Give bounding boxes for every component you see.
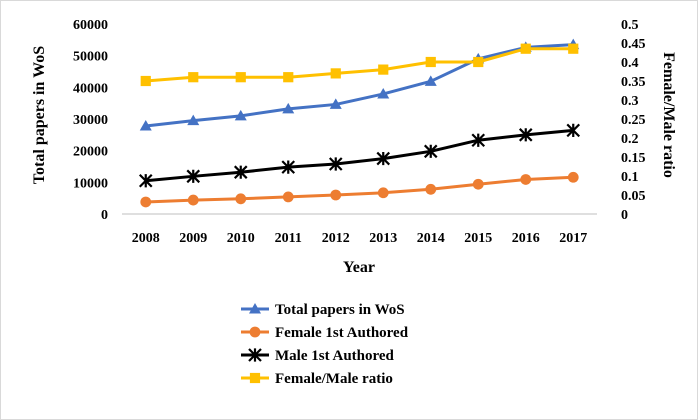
series-2 (138, 123, 581, 188)
data-point (471, 133, 486, 147)
data-point (376, 151, 391, 166)
y-right-tick-label: 0.5 (621, 18, 639, 33)
data-point (140, 196, 152, 208)
data-point (566, 123, 581, 138)
data-point (473, 56, 484, 68)
series-1 (140, 171, 579, 208)
y-right-tick-label: 0.2 (621, 132, 639, 147)
x-tick-label: 2014 (417, 231, 445, 246)
y-axis-right-title: Female/Male ratio (660, 52, 677, 178)
x-tick-label: 2010 (227, 231, 255, 246)
legend-marker (249, 303, 261, 314)
x-axis-title: Year (343, 259, 375, 276)
x-tick-label: 2009 (179, 231, 207, 246)
data-point (425, 56, 436, 68)
y-right-tick-label: 0.4 (621, 56, 639, 71)
y-right-tick-label: 0.25 (621, 113, 646, 128)
data-point (423, 144, 438, 159)
x-tick-label: 2008 (132, 231, 160, 246)
data-point (329, 98, 342, 109)
x-axis-ticks: 2008 2009 2010 2011 2012 2013 2014 2015 2016 2017 (132, 231, 588, 246)
x-tick-label: 2015 (464, 231, 492, 246)
data-point (282, 191, 294, 203)
data-point (282, 102, 295, 114)
series-line (145, 128, 574, 183)
y-right-tick-label: 0.15 (621, 151, 646, 166)
y-axis-left-title: Total papers in WoS (31, 46, 48, 184)
y-left-tick-label: 60000 (73, 18, 108, 33)
data-point (140, 75, 151, 87)
right-axis-ticks: 0 0.05 0.1 0.15 0.2 0.25 0.3 0.35 0.4 0.45 0.5 (621, 18, 646, 223)
y-right-tick-label: 0.3 (621, 94, 639, 109)
y-right-tick-label: 0.05 (621, 189, 646, 204)
data-point (568, 43, 579, 54)
data-point (187, 194, 199, 206)
x-tick-label: 2013 (369, 231, 397, 246)
x-tick-label: 2011 (275, 231, 302, 246)
y-left-tick-label: 40000 (73, 81, 108, 96)
legend-label: Total papers in WoS (275, 302, 405, 318)
data-point (188, 72, 199, 83)
data-point (330, 189, 342, 201)
y-right-tick-label: 0.45 (621, 37, 646, 52)
legend-item: Total papers in WoS (241, 302, 405, 318)
legend-label: Male 1st Authored (275, 348, 395, 364)
data-point (138, 173, 153, 188)
legend-item: Female 1st Authored (241, 325, 409, 341)
series-line (145, 43, 574, 128)
data-point (283, 72, 294, 83)
x-tick-label: 2017 (559, 231, 587, 246)
legend-marker (249, 372, 261, 384)
y-left-tick-label: 30000 (73, 113, 108, 128)
legend-label: Female/Male ratio (275, 371, 393, 387)
y-left-tick-label: 10000 (73, 176, 108, 191)
data-point (234, 109, 247, 121)
legend-item: Female/Male ratio (241, 371, 393, 387)
data-point (518, 128, 533, 142)
data-point (233, 165, 248, 179)
y-right-tick-label: 0 (621, 208, 628, 223)
x-tick-label: 2016 (512, 231, 540, 246)
y-right-tick-label: 0.1 (621, 170, 639, 185)
y-left-tick-label: 0 (101, 208, 108, 223)
x-tick-label: 2012 (322, 231, 350, 246)
data-point (520, 43, 531, 54)
data-point (186, 169, 201, 184)
data-point (187, 114, 200, 126)
data-point (378, 64, 389, 75)
y-left-tick-label: 50000 (73, 50, 108, 65)
data-point (377, 187, 389, 199)
data-point (567, 171, 579, 183)
data-point (235, 72, 246, 83)
legend-marker (249, 326, 261, 338)
series-3 (140, 43, 579, 87)
series-line (145, 175, 574, 204)
y-left-tick-label: 20000 (73, 145, 108, 160)
series-group (138, 38, 581, 208)
y-right-tick-label: 0.35 (621, 75, 646, 90)
data-point (520, 174, 532, 185)
legend-item: Male 1st Authored (241, 348, 395, 364)
data-point (425, 183, 437, 195)
data-point (235, 193, 247, 205)
data-point (328, 157, 343, 171)
series-line (145, 47, 574, 83)
data-point (330, 68, 341, 79)
legend-marker (248, 348, 262, 362)
data-point (281, 160, 296, 174)
left-axis-ticks: 0 10000 20000 30000 40000 50000 60000 (73, 18, 108, 223)
legend-label: Female 1st Authored (275, 325, 409, 341)
data-point (424, 75, 437, 86)
data-point (472, 178, 484, 190)
legend: Total papers in WoS Female 1st Authored Ma… (241, 302, 409, 387)
data-point (139, 119, 152, 131)
data-point (377, 87, 390, 99)
